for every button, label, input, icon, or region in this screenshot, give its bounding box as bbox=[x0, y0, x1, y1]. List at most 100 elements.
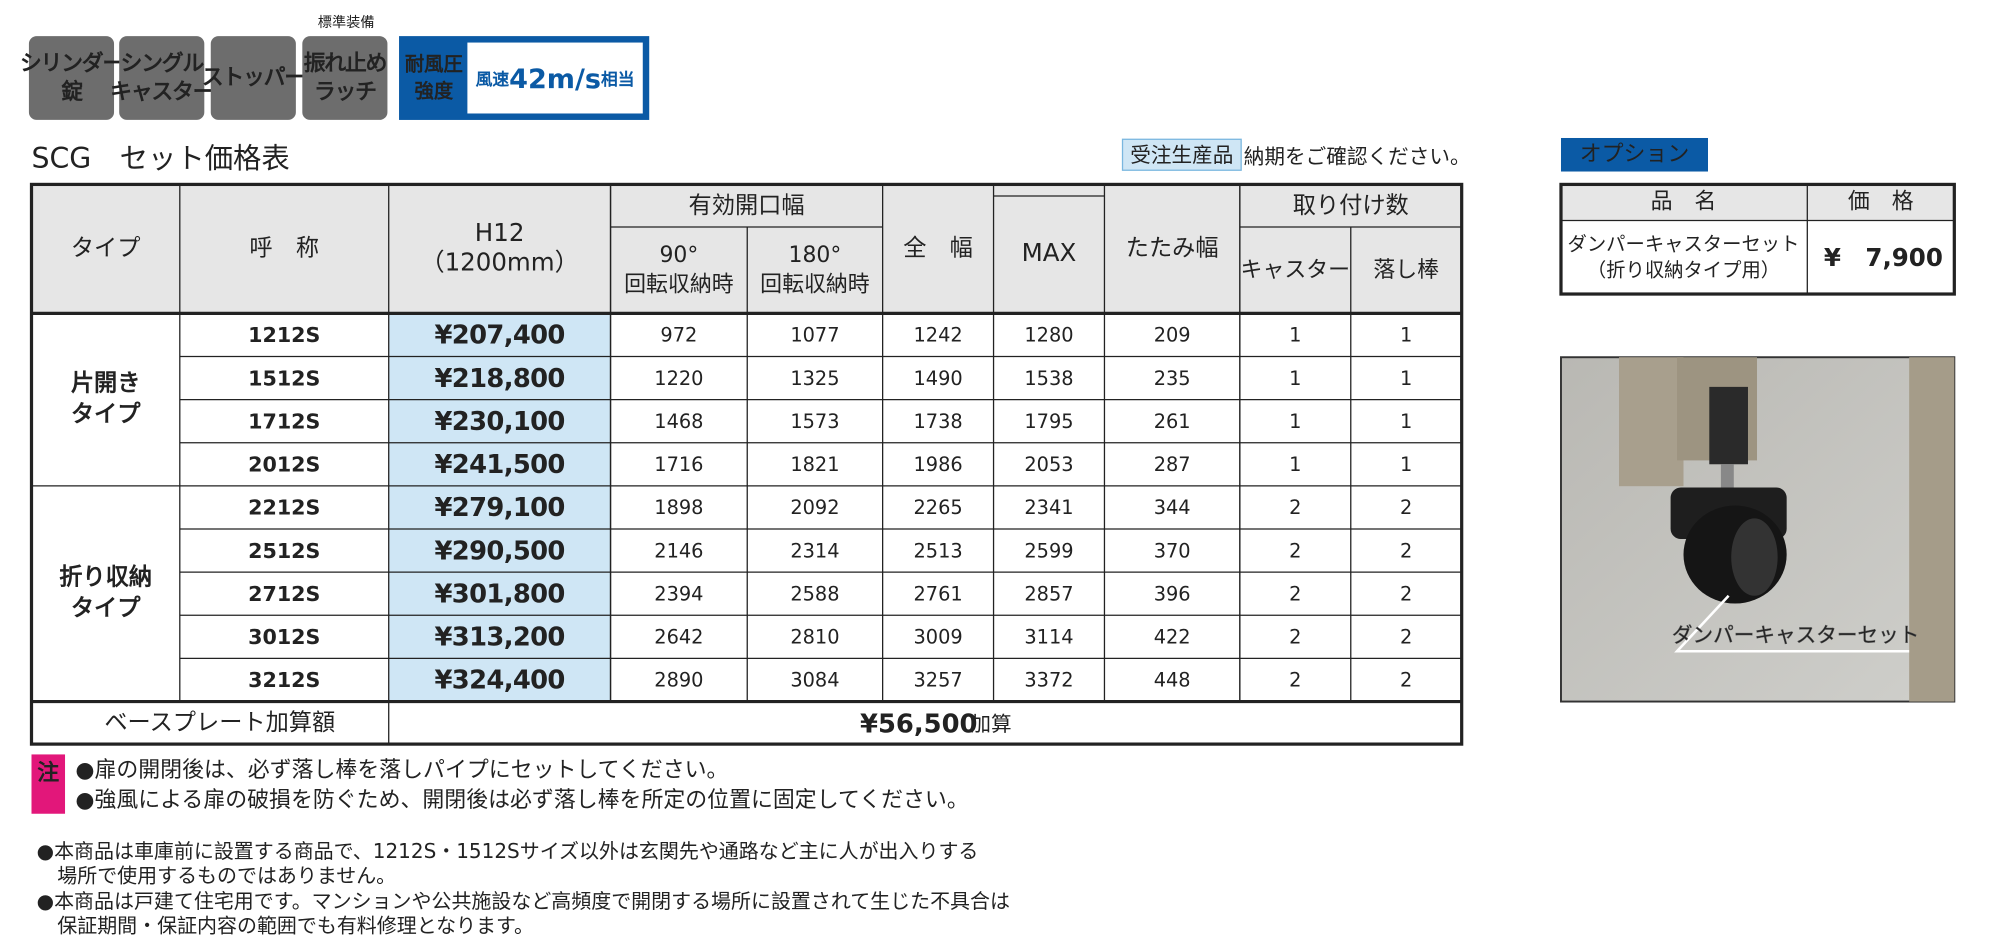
spec-value: 1 bbox=[1289, 453, 1301, 476]
note-item: ●扉の開閉後は、必ず落し棒を落しパイプにセットしてください。 bbox=[75, 758, 728, 783]
spec-value: 1986 bbox=[913, 453, 962, 476]
wind-value-part: 風速 bbox=[476, 69, 510, 89]
spec-value: 1716 bbox=[654, 453, 703, 476]
caution-line: ●本商品は車庫前に設置する商品で、1212S・1512Sサイズ以外は玄関先や通路… bbox=[37, 839, 979, 863]
model-name: 2012S bbox=[248, 453, 320, 477]
base-plate-label: ベースプレート加算額 bbox=[104, 709, 335, 736]
spec-value: 287 bbox=[1154, 453, 1191, 476]
option-item: ダンパーキャスターセット bbox=[1568, 233, 1800, 256]
spec-value: 2 bbox=[1289, 582, 1301, 605]
wind-value: 風速42m/s相当 bbox=[476, 63, 635, 94]
note-mark-box bbox=[31, 754, 66, 814]
spec-value: 2053 bbox=[1024, 453, 1073, 476]
spec-value: 370 bbox=[1154, 539, 1191, 562]
wind-value-part: 相当 bbox=[601, 69, 635, 89]
spec-value: 1 bbox=[1400, 410, 1412, 433]
model-name: 1512S bbox=[248, 366, 320, 390]
spec-value: 1538 bbox=[1024, 367, 1073, 390]
spec-value: 2599 bbox=[1024, 539, 1073, 562]
spec-value: 3257 bbox=[913, 669, 962, 692]
badge bbox=[302, 36, 388, 120]
spec-value: 2 bbox=[1400, 669, 1412, 692]
header-cell: 全 幅 bbox=[903, 234, 973, 261]
spec-value: 2146 bbox=[654, 539, 703, 562]
price: ¥207,400 bbox=[435, 321, 565, 351]
delivery-note: 納期をご確認ください。 bbox=[1244, 144, 1471, 168]
header-cell: （1200mm） bbox=[420, 248, 579, 277]
header-cell: 落し棒 bbox=[1373, 258, 1439, 283]
spec-value: 972 bbox=[660, 324, 697, 347]
spec-value: 396 bbox=[1154, 582, 1191, 605]
group-label: タイプ bbox=[71, 595, 141, 622]
spec-value: 2092 bbox=[790, 496, 839, 519]
group-label: 折り収納 bbox=[59, 564, 152, 591]
spec-value: 2513 bbox=[913, 539, 962, 562]
spec-value: 2 bbox=[1289, 626, 1301, 649]
badge-text: ラッチ bbox=[314, 80, 376, 105]
wind-label: 耐風圧 bbox=[405, 53, 463, 76]
spec-value: 3009 bbox=[913, 626, 962, 649]
header-cell: MAX bbox=[1022, 238, 1077, 267]
group-label: タイプ bbox=[71, 401, 141, 428]
spec-value: 3114 bbox=[1024, 626, 1073, 649]
option-header-bg bbox=[1560, 184, 1955, 221]
option-price: ¥ 7,900 bbox=[1824, 243, 1943, 272]
spec-value: 1 bbox=[1289, 367, 1301, 390]
made-to-order-box bbox=[1121, 138, 1242, 171]
spec-value: 2 bbox=[1289, 539, 1301, 562]
spec-value: 1 bbox=[1289, 324, 1301, 347]
wind-inner bbox=[467, 42, 643, 114]
spec-value: 2 bbox=[1400, 539, 1412, 562]
spec-value: 1242 bbox=[913, 324, 962, 347]
spec-value: 2810 bbox=[790, 626, 839, 649]
table-title: SCG セット価格表 bbox=[31, 142, 289, 175]
spec-value: 3372 bbox=[1024, 669, 1073, 692]
badge bbox=[28, 36, 115, 120]
badge bbox=[119, 36, 205, 120]
spec-value: 344 bbox=[1154, 496, 1191, 519]
note-mark: 注 bbox=[37, 760, 59, 786]
caution-line: 保証期間・保証内容の範囲でも有料修理となります。 bbox=[57, 914, 534, 938]
spec-value: 2394 bbox=[654, 582, 703, 605]
spec-value: 2 bbox=[1400, 626, 1412, 649]
model-name: 2712S bbox=[248, 582, 320, 606]
note-item: ●強風による扉の破損を防ぐため、開閉後は必ず落し棒を所定の位置に固定してください… bbox=[75, 788, 968, 813]
model-name: 1212S bbox=[248, 323, 320, 347]
spec-value: 1325 bbox=[790, 367, 839, 390]
badge-text: 振れ止め bbox=[304, 51, 387, 76]
model-name: 3212S bbox=[248, 668, 320, 692]
header-cell: たたみ幅 bbox=[1126, 234, 1219, 261]
spec-value: 2265 bbox=[913, 496, 962, 519]
spec-value: 1738 bbox=[913, 410, 962, 433]
spec-value: 1 bbox=[1400, 324, 1412, 347]
header-cell: キャスター bbox=[1241, 258, 1351, 283]
header-cell: 回転収納時 bbox=[760, 273, 870, 298]
model-name: 1712S bbox=[248, 409, 320, 433]
price: ¥290,500 bbox=[435, 536, 565, 566]
header-cell: 回転収納時 bbox=[624, 273, 734, 298]
model-name: 2512S bbox=[248, 539, 320, 563]
base-plate-price: ¥56,500 bbox=[860, 709, 977, 739]
price: ¥218,800 bbox=[435, 364, 565, 394]
spec-value: 1821 bbox=[790, 453, 839, 476]
price-column-bg bbox=[388, 313, 611, 702]
spec-value: 2 bbox=[1289, 496, 1301, 519]
spec-value: 448 bbox=[1154, 669, 1191, 692]
spec-value: 1280 bbox=[1024, 324, 1073, 347]
price: ¥313,200 bbox=[435, 623, 565, 653]
spec-value: 2314 bbox=[790, 539, 839, 562]
badge-text: キャスター bbox=[110, 80, 213, 105]
spec-value: 3084 bbox=[790, 669, 839, 692]
spec-value: 1077 bbox=[790, 324, 839, 347]
price: ¥230,100 bbox=[435, 407, 565, 437]
spec-value: 2761 bbox=[913, 582, 962, 605]
photo-caption: ダンパーキャスターセット bbox=[1672, 623, 1920, 647]
spec-value: 1 bbox=[1400, 367, 1412, 390]
price: ¥301,800 bbox=[435, 579, 565, 609]
option-photo bbox=[1560, 356, 1956, 703]
standard-label: 標準装備 bbox=[318, 15, 375, 31]
spec-value: 422 bbox=[1154, 626, 1191, 649]
price: ¥241,500 bbox=[435, 450, 565, 480]
